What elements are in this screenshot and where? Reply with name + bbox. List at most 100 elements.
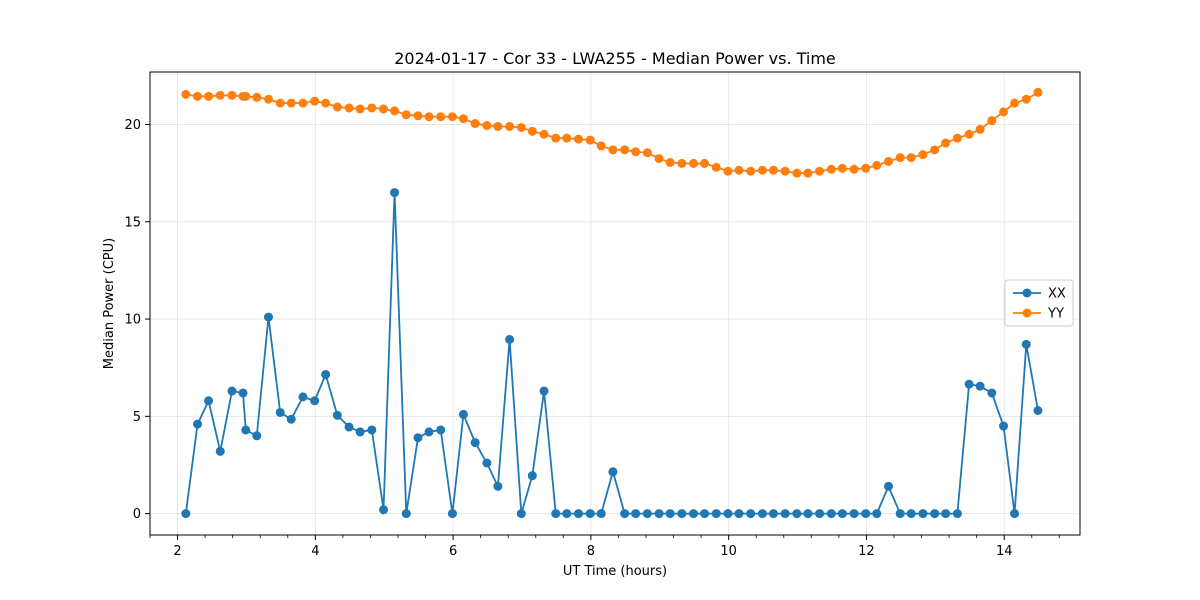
data-point-xx <box>999 421 1009 431</box>
data-point-xx <box>238 388 248 398</box>
data-point-yy <box>286 98 296 108</box>
ticks: 2 4 6 8 10 12 14 0 5 10 15 20 <box>124 118 1060 559</box>
series-yy <box>181 87 1043 178</box>
x-tick-label: 2 <box>173 544 181 559</box>
data-point-xx <box>527 471 537 481</box>
data-point-xx <box>918 509 928 519</box>
data-point-xx <box>883 481 893 491</box>
data-point-xx <box>562 509 572 519</box>
data-point-xx <box>493 481 503 491</box>
data-point-xx <box>906 509 916 519</box>
grid <box>150 72 1080 535</box>
data-point-yy <box>539 129 549 139</box>
data-point-yy <box>321 98 331 108</box>
data-point-yy <box>677 158 687 168</box>
data-point-xx <box>379 505 389 515</box>
data-point-xx <box>355 427 365 437</box>
data-point-xx <box>241 425 251 435</box>
data-point-xx <box>310 396 320 406</box>
data-point-yy <box>849 164 859 174</box>
data-point-yy <box>424 112 434 122</box>
data-point-xx <box>227 386 237 396</box>
data-point-xx <box>768 509 778 519</box>
data-point-xx <box>516 509 526 519</box>
data-point-yy <box>551 133 561 143</box>
data-point-xx <box>700 509 710 519</box>
data-point-xx <box>344 422 354 432</box>
data-point-yy <box>367 103 377 113</box>
data-point-yy <box>193 91 203 101</box>
data-point-xx <box>746 509 756 519</box>
data-point-yy <box>918 150 928 160</box>
data-point-xx <box>573 509 583 519</box>
data-point-yy <box>482 120 492 130</box>
data-point-yy <box>826 164 836 174</box>
data-point-xx <box>815 509 825 519</box>
data-point-xx <box>332 410 342 420</box>
data-point-yy <box>263 94 273 104</box>
x-tick-label: 10 <box>720 544 737 559</box>
data-point-yy <box>332 102 342 112</box>
data-point-xx <box>286 414 296 424</box>
data-point-yy <box>723 166 733 176</box>
data-point-yy <box>768 165 778 175</box>
data-point-xx <box>677 509 687 519</box>
data-point-yy <box>215 90 225 100</box>
x-axis-label: UT Time (hours) <box>563 564 667 579</box>
data-point-xx <box>930 509 940 519</box>
x-tick-label: 8 <box>587 544 595 559</box>
data-point-yy <box>734 165 744 175</box>
data-point-yy <box>204 91 214 101</box>
data-point-xx <box>975 381 985 391</box>
data-point-xx <box>585 509 595 519</box>
data-point-xx <box>964 379 974 389</box>
y-axis-label: Median Power (CPU) <box>102 238 117 369</box>
data-point-yy <box>252 92 262 102</box>
data-point-yy <box>527 126 537 136</box>
data-point-yy <box>596 141 606 151</box>
data-point-yy <box>952 133 962 143</box>
series-line-yy <box>185 91 1039 175</box>
chart-title: 2024-01-17 - Cor 33 - LWA255 - Median Po… <box>394 49 836 68</box>
data-point-yy <box>631 147 641 157</box>
data-point-yy <box>964 129 974 139</box>
data-point-yy <box>711 162 721 172</box>
data-point-yy <box>390 106 400 116</box>
data-point-xx <box>849 509 859 519</box>
data-point-yy <box>241 91 251 101</box>
data-point-xx <box>631 509 641 519</box>
data-point-yy <box>298 98 308 108</box>
data-point-yy <box>355 104 365 114</box>
legend-marker <box>1022 308 1032 318</box>
data-point-yy <box>344 103 354 113</box>
data-point-xx <box>895 509 905 519</box>
data-point-xx <box>551 509 561 519</box>
data-point-xx <box>872 509 882 519</box>
data-point-yy <box>1021 94 1031 104</box>
y-tick-label: 15 <box>124 215 141 230</box>
data-point-yy <box>516 122 526 132</box>
data-point-yy <box>883 156 893 166</box>
data-point-xx <box>665 509 675 519</box>
x-tick-label: 14 <box>996 544 1013 559</box>
x-tick-label: 12 <box>858 544 875 559</box>
legend-marker <box>1022 288 1032 298</box>
data-point-xx <box>321 370 331 380</box>
data-point-xx <box>941 509 951 519</box>
data-point-yy <box>757 165 767 175</box>
data-point-yy <box>895 153 905 163</box>
data-point-yy <box>746 166 756 176</box>
data-point-yy <box>413 111 423 121</box>
y-tick-label: 10 <box>124 313 141 328</box>
data-point-yy <box>975 124 985 134</box>
data-point-yy <box>458 114 468 124</box>
data-point-xx <box>193 419 203 429</box>
data-point-yy <box>689 158 699 168</box>
data-point-xx <box>215 446 225 456</box>
y-tick-label: 5 <box>133 410 141 425</box>
data-point-xx <box>275 407 285 417</box>
data-point-yy <box>930 145 940 155</box>
data-point-xx <box>780 509 790 519</box>
legend-box <box>1004 279 1074 327</box>
